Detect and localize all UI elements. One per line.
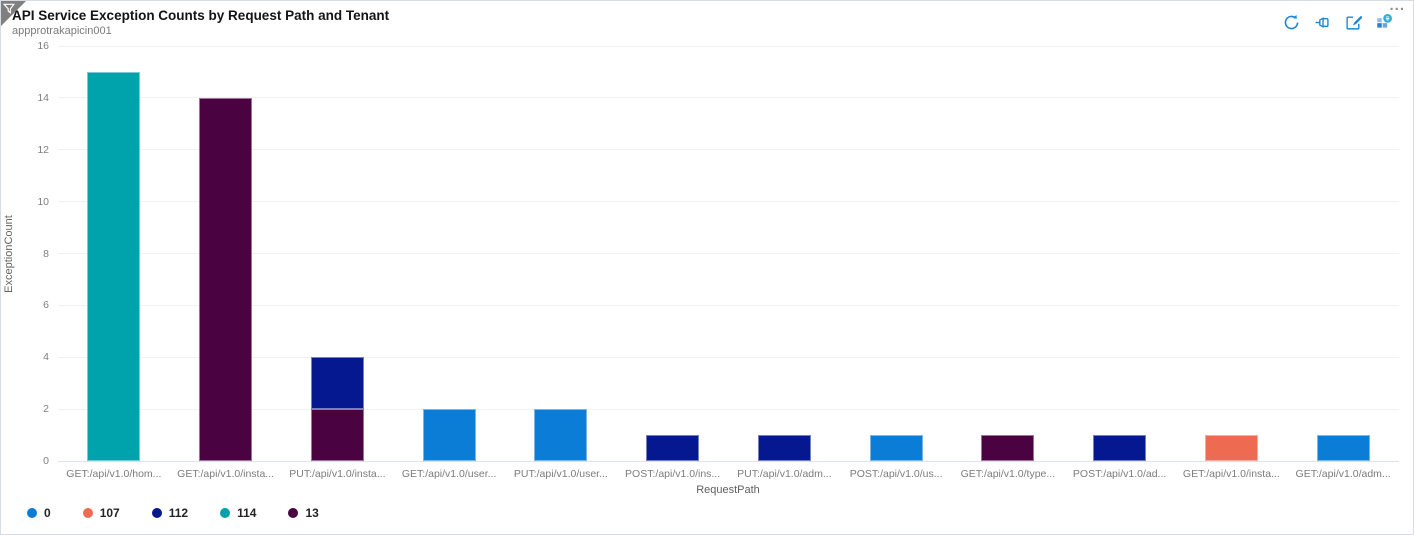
x-tick-label: POST:/api/v1.0/ins... (625, 468, 721, 480)
gridline (58, 97, 1399, 99)
bar-segment[interactable] (87, 71, 141, 461)
bar-segment[interactable] (534, 409, 588, 461)
x-tick-label: GET:/api/v1.0/insta... (177, 468, 275, 480)
bar-segment[interactable] (869, 435, 923, 461)
legend-label: 114 (237, 506, 257, 520)
legend-item[interactable]: 114 (220, 506, 256, 520)
legend-label: 0 (44, 506, 51, 520)
x-tick-label: GET:/api/v1.0/user... (401, 468, 497, 480)
bar-segment[interactable] (646, 435, 700, 461)
refresh-icon[interactable] (1282, 13, 1300, 31)
x-tick-label: PUT:/api/v1.0/adm... (737, 468, 832, 480)
y-tick-label: 6 (43, 299, 49, 312)
x-axis-title: RequestPath (696, 484, 760, 496)
filter-funnel-icon (3, 3, 16, 14)
x-tick-label: GET:/api/v1.0/type... (960, 468, 1056, 480)
bar-segment[interactable] (1093, 435, 1147, 461)
chart-toolbar (1282, 13, 1393, 31)
legend-item[interactable]: 13 (288, 506, 319, 520)
legend-label: 112 (168, 506, 189, 520)
x-tick-label: GET:/api/v1.0/hom... (66, 468, 162, 480)
plot-area (58, 45, 1399, 462)
gridline (58, 304, 1399, 306)
x-tick-label: PUT:/api/v1.0/user... (513, 468, 608, 480)
bar-segment[interactable] (199, 97, 253, 461)
legend-item[interactable]: 0 (27, 506, 51, 520)
x-tick-label: GET:/api/v1.0/insta... (1182, 468, 1280, 480)
legend-dot-icon (288, 508, 299, 518)
legend-label: 13 (305, 506, 319, 520)
y-tick-label: 14 (37, 91, 49, 104)
gridline (58, 45, 1399, 47)
legend-dot-icon (82, 508, 93, 518)
more-options-button[interactable]: ... (1389, 0, 1405, 14)
gridline (58, 408, 1399, 410)
legend-label: 107 (99, 506, 120, 520)
page-title: API Service Exception Counts by Request … (12, 8, 390, 23)
y-tick-label: 4 (43, 351, 49, 364)
y-axis: 0 2 4 6 8 10 12 14 16 (1, 40, 53, 467)
x-axis-labels: GET:/api/v1.0/hom... GET:/api/v1.0/insta.… (58, 468, 1399, 482)
y-tick-label: 10 (37, 195, 49, 208)
bar-segment[interactable] (310, 357, 364, 410)
bar-segment[interactable] (981, 435, 1035, 461)
y-tick-label: 8 (43, 247, 49, 260)
bar-segment[interactable] (310, 409, 364, 461)
x-tick-label: GET:/api/v1.0/adm... (1295, 468, 1391, 480)
gridline (58, 149, 1399, 151)
bar-segment[interactable] (757, 435, 811, 461)
y-tick-label: 2 (43, 403, 49, 416)
x-tick-label: POST:/api/v1.0/us... (849, 468, 943, 480)
gridline (58, 201, 1399, 203)
bar-segment[interactable] (422, 409, 476, 461)
bar-segment[interactable] (1316, 435, 1370, 461)
gridline (58, 356, 1399, 358)
filter-applied-badge (1, 1, 26, 26)
legend-dot-icon (220, 508, 231, 518)
y-tick-label: 0 (43, 455, 49, 467)
x-tick-label: PUT:/api/v1.0/insta... (289, 468, 386, 480)
legend-item[interactable]: 112 (151, 506, 189, 520)
legend-item[interactable]: 107 (82, 506, 120, 520)
legend-dot-icon (151, 508, 162, 518)
chart-legend: 0 107 112 114 13 (27, 506, 319, 520)
pin-icon[interactable] (1313, 13, 1331, 31)
y-tick-label: 12 (37, 143, 49, 156)
edit-icon[interactable] (1344, 13, 1362, 31)
gridline (58, 253, 1399, 254)
gridline (58, 460, 1399, 462)
bar-segment[interactable] (1204, 435, 1258, 461)
legend-dot-icon (27, 508, 37, 518)
x-tick-label: POST:/api/v1.0/ad... (1072, 468, 1167, 480)
resource-subtitle: appprotrakapicin001 (12, 25, 112, 37)
open-in-metrics-icon[interactable] (1375, 13, 1393, 31)
y-tick-label: 16 (37, 40, 49, 52)
